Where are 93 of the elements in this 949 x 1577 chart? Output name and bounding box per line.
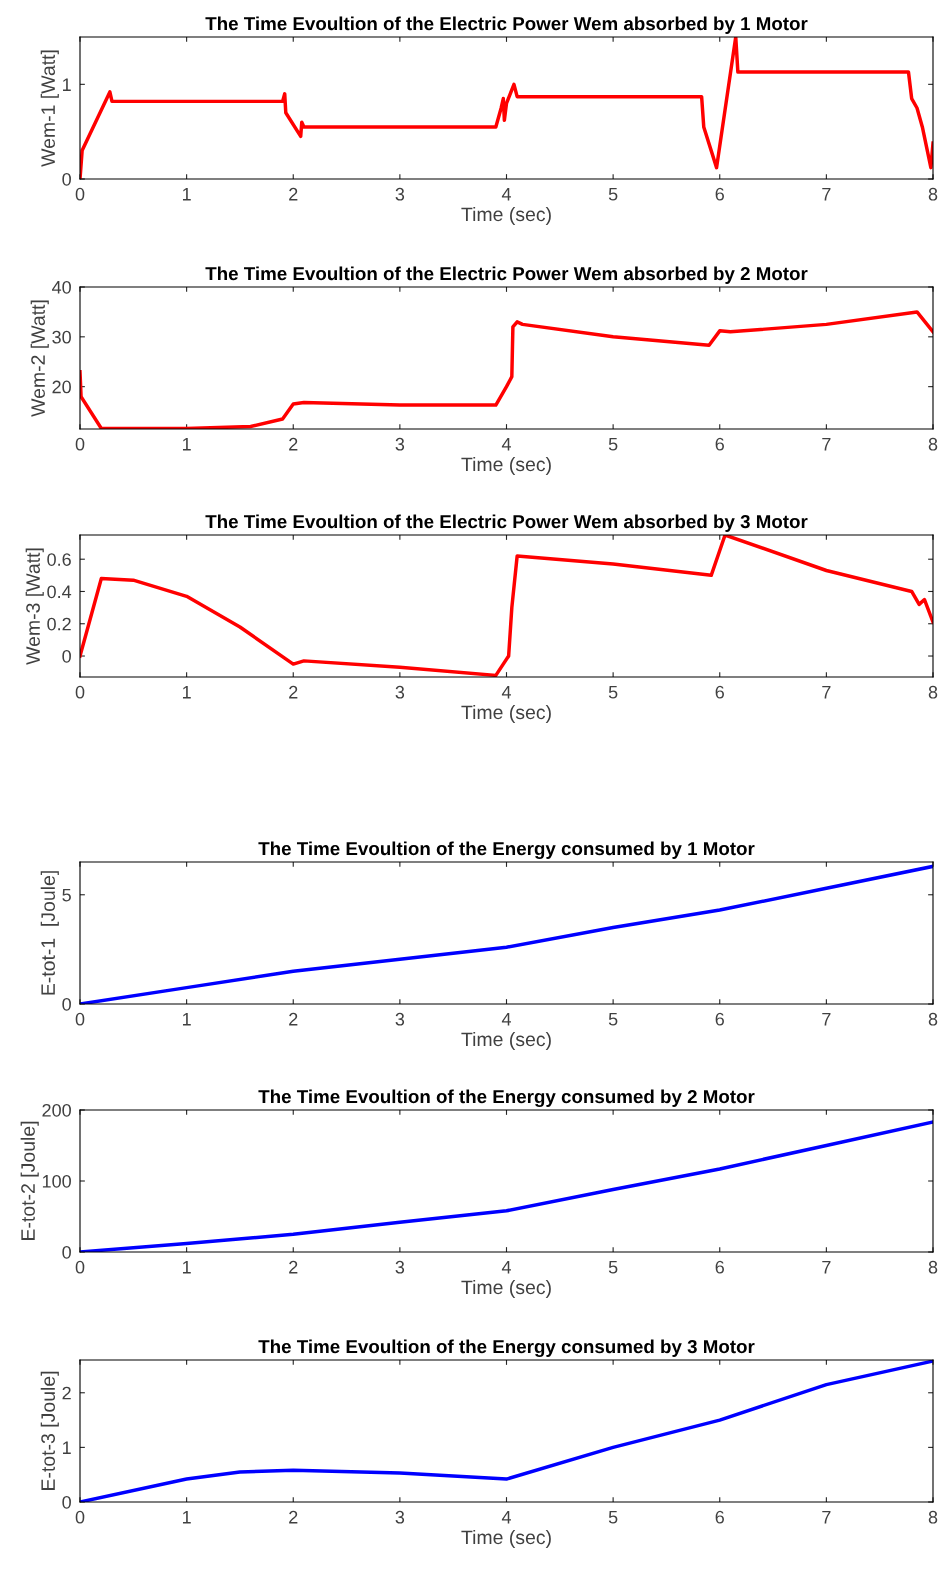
x-tick-label: 2 [289, 1012, 298, 1026]
y-axis-title: Wem-3 [Watt] [25, 548, 44, 665]
x-tick-label: 6 [715, 437, 724, 451]
x-tick-label: 6 [715, 187, 724, 201]
x-tick-label: 7 [822, 1013, 831, 1026]
y-tick-label: 0.2 [47, 617, 71, 631]
x-tick-label: 3 [395, 1260, 405, 1274]
y-tick-label: 40 [52, 280, 71, 294]
x-tick-label: 0 [75, 1510, 85, 1524]
chart-title: The Time Evoultion of the Electric Power Wem absorbed by 1 Motor [205, 16, 808, 34]
chart-title: The Time Evoultion of the Electric Power Wem absorbed by 3 Motor [205, 514, 808, 532]
x-tick-label: 8 [928, 1510, 938, 1524]
x-tick-label: 8 [928, 187, 938, 201]
x-tick-label: 3 [395, 187, 405, 201]
x-tick-label: 1 [182, 686, 191, 699]
x-tick-label: 7 [822, 438, 831, 451]
x-tick-label: 3 [395, 685, 405, 699]
x-tick-label: 6 [715, 685, 724, 699]
x-tick-label: 0 [75, 437, 85, 451]
chart-title: The Time Evoultion of the Energy consumed by 2 Motor [258, 1089, 755, 1108]
y-tick-label: 30 [52, 330, 71, 344]
x-tick-label: 8 [928, 1260, 938, 1274]
x-axis-title: Time (sec) [461, 704, 551, 724]
x-tick-label: 3 [395, 1510, 405, 1524]
x-tick-label: 1 [182, 1261, 191, 1274]
x-tick-label: 0 [75, 1260, 85, 1274]
x-tick-label: 1 [182, 188, 191, 201]
y-tick-label: 5 [62, 888, 71, 902]
x-tick-label: 7 [822, 188, 831, 201]
x-tick-label: 2 [289, 1510, 298, 1524]
y-tick-label: 0 [62, 997, 71, 1011]
x-tick-label: 1 [182, 1013, 191, 1026]
x-tick-label: 2 [289, 1260, 298, 1274]
x-axis-title: Time (sec) [461, 206, 551, 226]
line-series [80, 37, 933, 179]
x-tick-label: 2 [289, 437, 298, 451]
x-tick-label: 7 [822, 686, 831, 699]
x-tick-label: 7 [822, 1511, 831, 1524]
x-tick-label: 3 [395, 437, 405, 451]
x-tick-label: 4 [501, 188, 511, 201]
x-tick-label: 8 [928, 437, 938, 451]
x-tick-label: 2 [289, 187, 298, 201]
x-tick-label: 4 [501, 1013, 511, 1026]
chart-title: The Time Evoultion of the Electric Power Wem absorbed by 2 Motor [205, 266, 808, 284]
chart-title: The Time Evoultion of the Energy consumed by 3 Motor [258, 1339, 755, 1358]
x-tick-label: 2 [289, 685, 298, 699]
x-tick-label: 0 [75, 187, 85, 201]
x-tick-label: 3 [395, 1012, 405, 1026]
x-tick-label: 6 [715, 1260, 724, 1274]
x-axis-title: Time (sec) [461, 1031, 551, 1051]
y-tick-label: 1 [63, 78, 71, 91]
y-tick-label: 0 [62, 1245, 71, 1259]
line-series [80, 864, 933, 1004]
x-tick-label: 8 [928, 1012, 938, 1026]
x-tick-label: 5 [608, 1013, 618, 1026]
y-tick-label: 1 [63, 1441, 71, 1454]
y-axis-title: E-tot-1 [Joule] [40, 871, 59, 995]
line-series [80, 535, 933, 677]
x-tick-label: 8 [928, 685, 938, 699]
x-tick-label: 0 [75, 1012, 85, 1026]
x-tick-label: 4 [501, 1511, 511, 1524]
y-tick-label: 200 [42, 1103, 71, 1117]
x-tick-label: 7 [822, 1261, 831, 1274]
x-tick-label: 5 [608, 686, 618, 699]
y-tick-label: 2 [62, 1386, 71, 1400]
x-tick-label: 0 [75, 685, 85, 699]
y-tick-label: 0 [62, 649, 71, 663]
x-axis-title: Time (sec) [461, 1279, 551, 1299]
x-tick-label: 4 [501, 686, 511, 699]
x-tick-label: 4 [501, 438, 511, 451]
y-tick-label: 0 [62, 1495, 71, 1509]
x-tick-label: 5 [608, 1261, 618, 1274]
y-tick-label: 0.4 [47, 585, 72, 599]
x-tick-label: 5 [608, 438, 618, 451]
y-axis-title: Wem-2 [Watt] [30, 300, 49, 417]
x-tick-label: 1 [182, 438, 191, 451]
x-axis-title: Time (sec) [461, 1529, 551, 1549]
y-axis-title: Wem-1 [Watt] [40, 50, 59, 167]
y-axis-title: E-tot-2 [Joule] [20, 1121, 39, 1240]
x-tick-label: 6 [715, 1510, 724, 1524]
y-tick-label: 20 [52, 380, 71, 394]
y-tick-label: 100 [42, 1174, 71, 1188]
y-tick-label: 0.6 [47, 553, 71, 566]
line-series [80, 1360, 933, 1502]
x-tick-label: 1 [182, 1511, 191, 1524]
x-tick-label: 4 [501, 1261, 511, 1274]
x-tick-label: 5 [608, 1511, 618, 1524]
x-tick-label: 6 [715, 1012, 724, 1026]
x-tick-label: 5 [608, 188, 618, 201]
y-tick-label: 0 [62, 172, 71, 186]
x-axis-title: Time (sec) [461, 456, 551, 476]
chart-title: The Time Evoultion of the Energy consumed by 1 Motor [258, 841, 755, 860]
y-axis-title: E-tot-3 [Joule] [40, 1371, 59, 1490]
